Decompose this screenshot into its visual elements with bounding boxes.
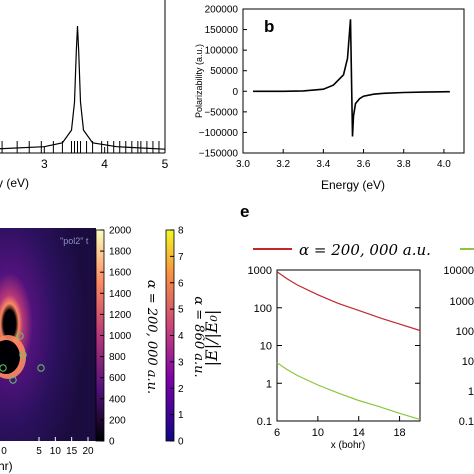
- colorbar-2-tick-label: 7: [178, 252, 184, 263]
- panel-d-x-tick-label: 20: [82, 446, 94, 457]
- panel-b-x-tick-label: 3.6: [357, 159, 371, 170]
- panel-b-y-tick-label: 50000: [210, 66, 238, 77]
- panel-e-x-tick-label: 14: [353, 427, 365, 439]
- legend-red-label: α = 200, 000 a.u.: [299, 241, 431, 259]
- panel-d-xlabel: hr): [0, 459, 13, 473]
- panel-d-overlay-label: "pol2" t: [60, 236, 89, 246]
- panel-d-x-tick-label: 10: [50, 446, 62, 457]
- panel-d-x-ticks: 5 10 15 20 0: [1, 437, 94, 457]
- panel-d-atom-marker: [9, 376, 17, 384]
- panel-b-x-tick-label: 3.0: [236, 159, 250, 170]
- panel-e-y-tick-label: 0.1: [257, 416, 272, 428]
- colorbar-2-tick-label: 5: [178, 305, 184, 316]
- colorbar-1-tick-label: 1000: [109, 331, 132, 342]
- panel-d-heatmap: [0, 228, 96, 441]
- panel-b-y-tick-label: −50000: [204, 107, 238, 118]
- colorbar-2-tick-label: 4: [178, 331, 184, 342]
- colorbar-1-tick-label: 800: [109, 352, 126, 363]
- colorbar-1-tick-label: 0: [109, 437, 115, 448]
- panel-e-right-tick-label: 1000: [450, 296, 474, 308]
- colorbar-2-tick-label: 8: [178, 226, 184, 237]
- panel-a-x-tick-label: 3: [41, 157, 48, 171]
- panel-a-x-tick-label: 5: [162, 157, 169, 171]
- panel-b-ylabel: Polarizability (a.u.): [194, 44, 204, 118]
- panel-e-x-tick-label: 18: [393, 427, 405, 439]
- colorbar-1-tick-label: 200: [109, 415, 126, 426]
- panel-d-x-tick-label: 5: [36, 446, 42, 457]
- panel-e-xlabel: x (bohr): [331, 440, 365, 451]
- panel-e-series-red-line: [276, 271, 421, 332]
- panel-e-y-tick-label: 100: [254, 303, 272, 315]
- panel-b-x-tick-label: 3.2: [276, 159, 290, 170]
- colorbar-2-label: α = 860 a.u.: [191, 296, 206, 377]
- panel-b-y-tick-label: −100000: [199, 128, 239, 139]
- panel-e-frame: [276, 269, 421, 422]
- panel-d-x-tick-label: 15: [66, 446, 78, 457]
- panel-a-spectrum-line: [0, 25, 166, 150]
- panel-b-x-tick-label: 3.8: [397, 159, 411, 170]
- panel-e-right-tick-label: 100: [456, 326, 474, 338]
- colorbar-2-tick-label: 3: [178, 357, 184, 368]
- colorbar-1-tick-label: 2000: [109, 226, 132, 237]
- panel-e-right-tick-label: 10000: [443, 265, 474, 277]
- panel-b-y-tick-label: 150000: [205, 25, 239, 36]
- panel-e: e α = 200, 000 a.u. |E|/|E₀| 10001001010…: [202, 202, 474, 451]
- colorbar-2-tick-label: 1: [178, 410, 184, 421]
- panel-d-atom-marker: [37, 364, 45, 372]
- colorbar-1-tick-label: 1400: [109, 289, 132, 300]
- panel-e-x-tick-label: 10: [312, 427, 324, 439]
- panel-e-x-ticks: 6 10 14 18: [274, 416, 406, 439]
- panel-a: 3 4 5 Energy (eV): [0, 0, 169, 190]
- panel-b: b 200000 150000 100000 50000 0 −50000 −100000 −…: [194, 5, 465, 192]
- panel-d: "pol2" t 5 10 15 200 hr) 200018001600140012…: [0, 226, 206, 473]
- panel-a-x-tick-label: 4: [101, 157, 108, 171]
- colorbar-2-tick-label: 0: [178, 437, 184, 448]
- panel-e-right-axis-ticks: 10000 1000 100 10 1 0.1: [443, 265, 474, 428]
- panel-b-y-tick-label: 100000: [205, 46, 239, 57]
- panel-b-polarizability-line: [253, 19, 450, 137]
- panel-b-y-tick-label: −150000: [199, 149, 239, 160]
- colorbar-2-ticks: 8 7 6 5 4 3 2 1 0: [170, 226, 184, 448]
- panel-d-atom-marker: [16, 332, 24, 340]
- panel-d-atom-marker: [19, 351, 27, 359]
- colorbar-1-label: α = 200, 000 a.u.: [144, 280, 159, 394]
- panel-b-y-tick-label: 200000: [205, 5, 239, 16]
- panel-e-y-tick-label: 1000: [248, 265, 272, 277]
- panel-b-xlabel: Energy (eV): [321, 178, 385, 192]
- colorbar-2-tick-label: 2: [178, 384, 184, 395]
- panel-b-y-tick-label: 0: [232, 87, 238, 98]
- panel-e-series-green-line: [276, 362, 421, 420]
- colorbar-1-tick-label: 1600: [109, 268, 132, 279]
- panel-a-x-ticks: 3 4 5: [41, 147, 169, 171]
- panel-e-right-tick-label: 0.1: [459, 416, 474, 428]
- panel-e-letter: e: [240, 202, 249, 221]
- panel-a-xlabel: Energy (eV): [0, 176, 29, 190]
- panel-e-y-ticks: 1000 100 10 1 0.1: [248, 265, 420, 428]
- panel-b-x-tick-label: 3.4: [316, 159, 330, 170]
- panel-e-right-tick-label: 1: [468, 386, 474, 398]
- panel-e-x-tick-label: 6: [274, 427, 280, 439]
- panel-d-atom-marker: [0, 364, 7, 372]
- colorbar-1-tick-label: 400: [109, 394, 126, 405]
- panel-e-y-tick-label: 10: [260, 341, 272, 353]
- panel-e-right-tick-label: 10: [462, 356, 474, 368]
- colorbar-2-tick-label: 6: [178, 278, 184, 289]
- panel-b-letter: b: [264, 17, 274, 36]
- colorbar-1-tick-label: 1200: [109, 310, 132, 321]
- colorbar-1-tick-label: 600: [109, 373, 126, 384]
- panel-b-frame: [242, 8, 465, 154]
- colorbar-1-tick-label: 1800: [109, 247, 132, 258]
- panel-b-x-tick-label: 4.0: [437, 159, 451, 170]
- panel-b-y-ticks: 200000 150000 100000 50000 0 −50000 −100000 −15…: [199, 5, 247, 160]
- panel-e-y-tick-label: 1: [266, 378, 272, 390]
- panel-d-x-tick-label: 0: [1, 446, 7, 457]
- panel-e-ylabel: |E|/|E₀|: [202, 310, 221, 367]
- panel-b-x-ticks: 3.0 3.2 3.4 3.6 3.8 4.0: [236, 149, 451, 170]
